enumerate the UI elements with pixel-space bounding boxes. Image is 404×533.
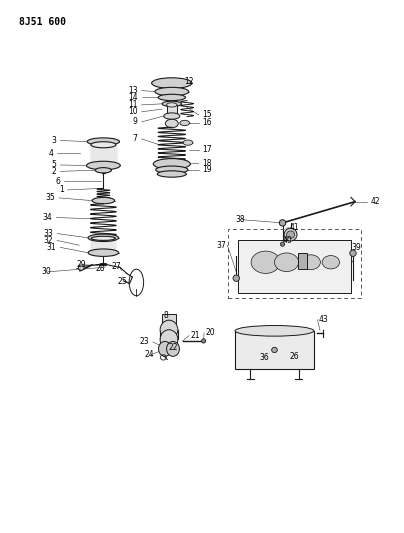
Ellipse shape	[78, 265, 84, 270]
Bar	[298, 253, 307, 269]
Ellipse shape	[284, 228, 297, 241]
Text: 23: 23	[139, 337, 149, 346]
Text: 13: 13	[128, 86, 138, 95]
Text: 36: 36	[259, 353, 269, 362]
Ellipse shape	[286, 231, 295, 238]
Text: 9: 9	[133, 117, 138, 126]
Text: 43: 43	[319, 315, 328, 324]
Ellipse shape	[92, 197, 115, 204]
Ellipse shape	[162, 101, 181, 107]
Text: 29: 29	[76, 261, 86, 269]
Ellipse shape	[158, 94, 185, 101]
Text: 32: 32	[43, 236, 53, 245]
Text: 33: 33	[43, 229, 53, 238]
Ellipse shape	[164, 113, 180, 119]
Text: 22: 22	[169, 343, 179, 352]
Text: 3: 3	[51, 136, 56, 145]
Ellipse shape	[166, 103, 177, 107]
Ellipse shape	[155, 87, 189, 96]
Text: 2: 2	[51, 167, 56, 176]
Text: 5: 5	[51, 160, 56, 169]
Text: 28: 28	[96, 264, 105, 272]
Ellipse shape	[156, 166, 188, 173]
Ellipse shape	[233, 275, 240, 281]
Ellipse shape	[152, 78, 192, 88]
Ellipse shape	[158, 342, 171, 357]
Text: 31: 31	[46, 243, 56, 252]
Bar	[228, 229, 361, 298]
Text: 25: 25	[118, 277, 127, 286]
Ellipse shape	[280, 242, 284, 246]
Text: 27: 27	[112, 262, 122, 271]
Text: 1: 1	[59, 185, 64, 195]
Text: 34: 34	[42, 213, 52, 222]
Ellipse shape	[279, 220, 286, 226]
Text: 35: 35	[45, 193, 55, 203]
Text: 42: 42	[371, 197, 381, 206]
Text: 15: 15	[202, 110, 212, 119]
Text: 17: 17	[202, 145, 212, 154]
Ellipse shape	[183, 140, 193, 146]
Text: 26: 26	[290, 352, 299, 361]
Text: 6: 6	[55, 177, 60, 186]
Ellipse shape	[180, 120, 189, 126]
Ellipse shape	[160, 320, 178, 340]
Text: 16: 16	[202, 118, 212, 127]
Ellipse shape	[271, 348, 277, 353]
Ellipse shape	[251, 251, 280, 273]
Ellipse shape	[202, 339, 206, 343]
Bar	[235, 331, 314, 369]
Text: 30: 30	[41, 268, 50, 276]
Text: 37: 37	[217, 241, 226, 250]
Text: 41: 41	[290, 223, 299, 232]
Ellipse shape	[322, 255, 339, 269]
Ellipse shape	[301, 255, 320, 270]
Text: 4: 4	[48, 149, 53, 158]
Ellipse shape	[95, 167, 112, 173]
Ellipse shape	[91, 142, 116, 148]
Bar	[238, 240, 351, 293]
Text: 38: 38	[236, 215, 245, 224]
Ellipse shape	[153, 159, 190, 169]
Text: 19: 19	[202, 165, 212, 174]
Ellipse shape	[87, 138, 120, 146]
Text: 14: 14	[128, 93, 138, 102]
Ellipse shape	[88, 234, 119, 241]
Text: 8J51 600: 8J51 600	[19, 17, 66, 27]
Text: 24: 24	[144, 350, 154, 359]
Ellipse shape	[274, 253, 299, 271]
Text: 10: 10	[128, 107, 138, 116]
Text: 18: 18	[202, 159, 212, 168]
Bar	[162, 314, 176, 325]
Text: 21: 21	[191, 331, 200, 340]
Text: 40: 40	[282, 237, 292, 246]
Text: 11: 11	[128, 100, 138, 109]
Ellipse shape	[157, 171, 186, 177]
Text: 39: 39	[351, 244, 361, 253]
Ellipse shape	[350, 250, 356, 256]
Text: 7: 7	[133, 134, 138, 143]
Ellipse shape	[166, 342, 179, 357]
Text: 12: 12	[184, 77, 194, 86]
Ellipse shape	[91, 236, 116, 240]
Text: 8: 8	[163, 311, 168, 320]
Bar	[166, 105, 177, 114]
Ellipse shape	[160, 330, 178, 349]
Ellipse shape	[165, 119, 178, 128]
Ellipse shape	[86, 161, 120, 169]
Ellipse shape	[235, 326, 314, 336]
Text: 20: 20	[205, 328, 215, 337]
Ellipse shape	[88, 249, 119, 256]
